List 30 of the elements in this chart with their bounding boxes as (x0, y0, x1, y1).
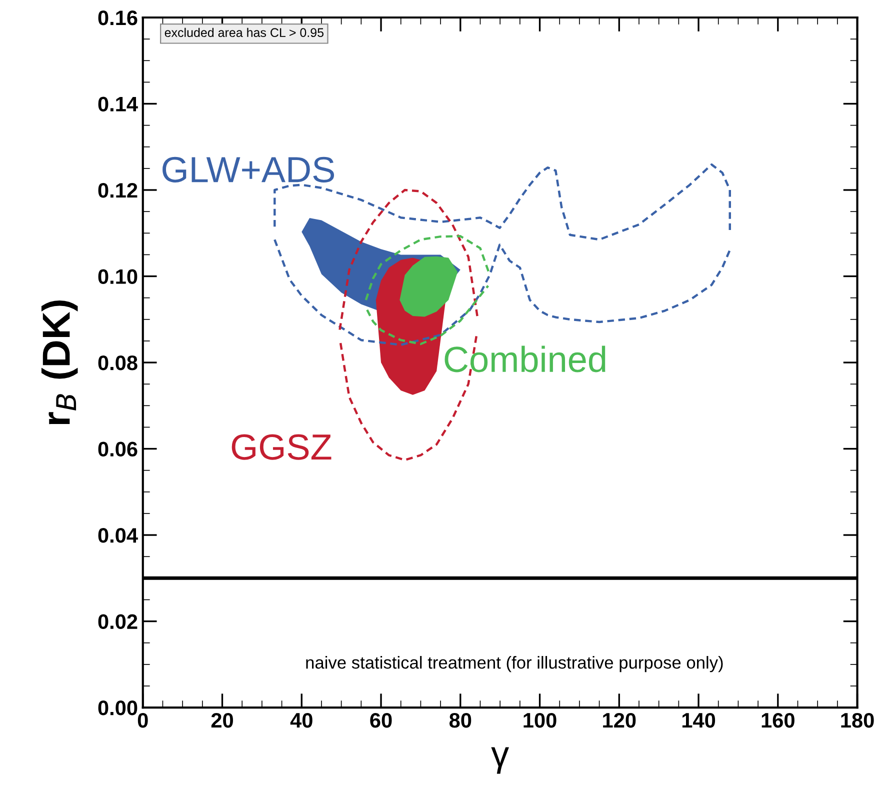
y-tick-label: 0.02 (98, 614, 138, 630)
x-tick-label: 160 (762, 712, 794, 728)
annotation: Combined (444, 346, 606, 372)
annotation: GGSZ (232, 434, 332, 460)
y-tick-label: 0.00 (98, 700, 138, 716)
x-tick-label: 140 (682, 712, 716, 728)
x-tick-label: 180 (841, 712, 874, 728)
y-tick-label: 0.16 (98, 10, 138, 26)
x-tick-label: 60 (370, 712, 392, 728)
line-series (338, 188, 479, 331)
x-tick-label: 0 (138, 712, 148, 728)
y-tick-label: 0.08 (98, 356, 138, 370)
y-tick-label: 0.14 (98, 96, 138, 112)
annotation: GLW+ADS (162, 156, 334, 182)
x-tick-label: 80 (449, 712, 472, 728)
x-tick-label: 20 (211, 712, 233, 728)
y-tick-label: 0.10 (98, 269, 138, 284)
y-tick-label: 0.12 (98, 183, 138, 198)
x-tick-label: 100 (524, 712, 556, 728)
line-series (364, 235, 491, 302)
x-tick-label: 120 (603, 712, 636, 728)
y-tick-label: 0.06 (98, 442, 138, 457)
line-series (274, 238, 731, 346)
x-axis-title: γ (491, 747, 509, 774)
annotation: excluded area has CL > 0.95 (164, 28, 324, 38)
annotation: naive statistical treatment (for illustrative purpose only) (306, 656, 723, 672)
y-tick-label: 0.04 (98, 528, 138, 543)
line-series (366, 284, 490, 346)
y-axis-title: r$_{B}$ (DK) (41, 300, 78, 424)
x-tick-label: 40 (290, 712, 312, 728)
